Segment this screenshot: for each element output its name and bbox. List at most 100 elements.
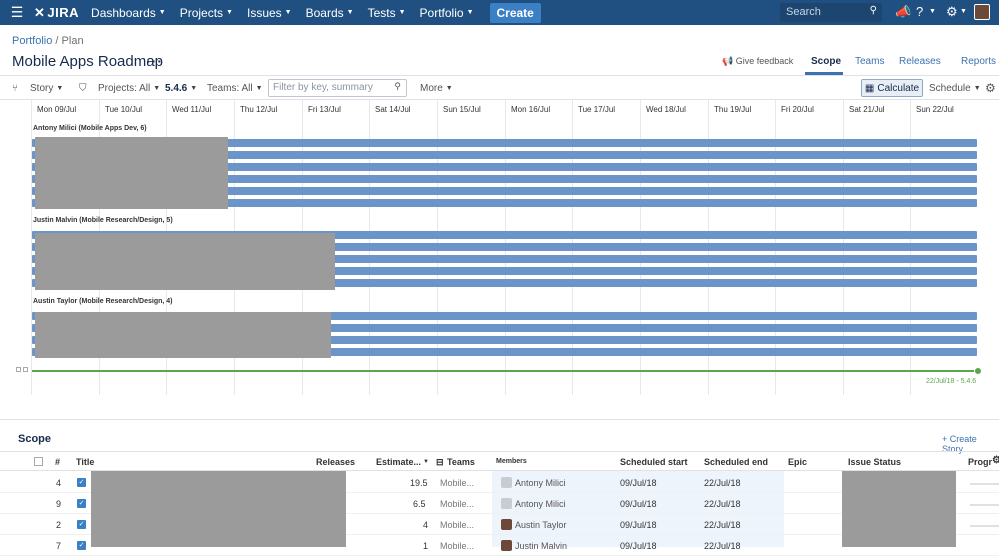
timeline-day: Sat 14/Jul (375, 105, 411, 114)
nav-tests[interactable]: Tests ▼ (367, 5, 406, 20)
nav-portfolio[interactable]: Portfolio ▼ (419, 5, 474, 20)
member-cell[interactable]: Austin Taylor (515, 520, 567, 530)
schedule-bar[interactable] (32, 163, 977, 171)
schedule-bar[interactable] (32, 175, 977, 183)
redacted-block (35, 137, 228, 209)
zoom-handle[interactable] (23, 367, 28, 372)
gear-icon[interactable]: ⚙ (946, 4, 958, 19)
timeline-day: Wed 11/Jul (172, 105, 212, 114)
column-header-issue-status[interactable]: Issue Status (848, 457, 902, 467)
breadcrumb-portfolio-link[interactable]: Portfolio (12, 35, 53, 47)
table-row[interactable] (0, 493, 999, 514)
schedule-bar[interactable] (32, 187, 977, 195)
team-cell[interactable]: Mobile... (440, 520, 475, 530)
team-cell[interactable]: Mobile... (440, 478, 475, 488)
member-cell[interactable]: Antony Milici (515, 478, 566, 488)
release-filter-dropdown[interactable]: 5.4.6 ▼ (165, 83, 198, 94)
chevron-down-icon: ▼ (445, 85, 453, 92)
timeline-day: Sun 15/Jul (443, 105, 481, 114)
select-all-checkbox[interactable] (34, 457, 43, 466)
schedule-bar[interactable] (32, 312, 977, 320)
schedule-bar[interactable] (32, 255, 977, 263)
schedule-bar[interactable] (32, 348, 977, 356)
collapse-icon[interactable]: ⊟ (436, 457, 444, 467)
schedule-bar[interactable] (32, 231, 977, 239)
pane-splitter[interactable] (0, 419, 999, 420)
estimate-cell[interactable]: 4 (423, 520, 429, 530)
breadcrumb-plan[interactable]: Plan (61, 35, 84, 47)
give-feedback-link[interactable]: 📢 Give feedback (722, 56, 794, 66)
nav-boards[interactable]: Boards ▼ (305, 5, 354, 20)
schedule-bar[interactable] (32, 279, 977, 287)
table-row[interactable] (0, 472, 999, 493)
grid-line (31, 99, 32, 395)
schedule-bar[interactable] (32, 199, 977, 207)
redacted-block (842, 471, 956, 547)
zoom-handle[interactable] (16, 367, 21, 372)
column-header-scheduled-start[interactable]: Scheduled start (620, 457, 688, 467)
column-header-num[interactable]: # (55, 457, 61, 467)
help-icon[interactable]: ? (916, 4, 924, 19)
chevron-down-icon: ▼ (960, 8, 967, 15)
tab-teams[interactable]: Teams (855, 56, 885, 67)
chevron-down-icon[interactable]: ▼ (423, 459, 429, 465)
nav-projects[interactable]: Projects ▼ (179, 5, 233, 20)
schedule-bar[interactable] (32, 267, 977, 275)
column-header-releases[interactable]: Releases (316, 457, 356, 467)
estimate-cell[interactable]: 6.5 (413, 499, 426, 509)
app-switcher-icon[interactable]: ☰ (10, 4, 24, 20)
gear-icon[interactable]: ⚙ (985, 81, 996, 95)
schedule-bar[interactable] (32, 139, 977, 147)
teams-filter-dropdown[interactable]: Teams: All ▼ (207, 83, 263, 94)
tab-releases[interactable]: Releases (899, 56, 941, 67)
column-header-teams[interactable]: Teams (447, 457, 475, 467)
table-row[interactable] (0, 514, 999, 535)
member-cell[interactable]: Justin Malvin (515, 541, 568, 551)
create-story-link[interactable]: + Create Story (942, 434, 977, 454)
schedule-bar[interactable] (32, 336, 977, 344)
search-input[interactable]: Search ⚲ (780, 3, 882, 22)
column-header-members[interactable]: Members (496, 458, 527, 465)
projects-filter-dropdown[interactable]: Projects: All ▼ (98, 83, 161, 94)
schedule-bar[interactable] (32, 151, 977, 159)
tab-reports[interactable]: Reports (961, 56, 997, 67)
gear-icon[interactable]: ⚙ (992, 455, 999, 466)
hierarchy-icon[interactable]: ⑂ (12, 83, 18, 94)
row-checkbox[interactable]: ✓ (77, 520, 86, 529)
filter-icon[interactable]: ⛉ (79, 83, 87, 94)
nav-issues[interactable]: Issues ▼ (246, 5, 292, 20)
column-header-epic[interactable]: Epic (788, 457, 808, 467)
timeline-day: Wed 18/Jul (646, 105, 686, 114)
calculate-button[interactable]: ▦ Calculate (861, 79, 923, 97)
column-header-progress[interactable]: Progr (968, 457, 993, 467)
row-checkbox[interactable]: ✓ (77, 541, 86, 550)
team-cell[interactable]: Mobile... (440, 541, 475, 551)
jira-logo[interactable]: ✕ JIRA (34, 4, 80, 21)
filter-input[interactable]: Filter by key, summary ⚲ (268, 79, 407, 97)
more-dropdown[interactable]: More ▼ (420, 83, 453, 94)
schedule-bar[interactable] (32, 243, 977, 251)
schedule-dropdown[interactable]: Schedule ▼ (929, 83, 981, 94)
nav-dashboards[interactable]: Dashboards ▼ (91, 5, 166, 20)
column-header-title[interactable]: Title (76, 457, 95, 467)
tab-scope[interactable]: Scope (811, 56, 842, 67)
megaphone-icon[interactable]: 📣 (895, 4, 912, 19)
member-cell[interactable]: Antony Milici (515, 499, 566, 509)
timeline-day: Fri 13/Jul (308, 105, 341, 114)
row-checkbox[interactable]: ✓ (77, 478, 86, 487)
column-header-scheduled-end[interactable]: Scheduled end (704, 457, 769, 467)
team-cell[interactable]: Mobile... (440, 499, 475, 509)
release-marker[interactable] (974, 367, 982, 375)
avatar (501, 498, 512, 509)
scheduled-start-cell: 09/Jul/18 (620, 478, 657, 488)
row-checkbox[interactable]: ✓ (77, 499, 86, 508)
schedule-bar[interactable] (32, 324, 977, 332)
more-actions-icon[interactable]: ··· (146, 53, 163, 69)
page-title: Mobile Apps Roadmap (12, 53, 163, 70)
story-level-dropdown[interactable]: Story ▼ (30, 83, 64, 94)
create-button[interactable]: Create (489, 2, 541, 23)
estimate-cell[interactable]: 1 (423, 541, 429, 551)
estimate-cell[interactable]: 19.5 (410, 478, 428, 488)
user-avatar[interactable] (974, 4, 990, 20)
column-header-estimate[interactable]: Estimate... (376, 457, 422, 467)
